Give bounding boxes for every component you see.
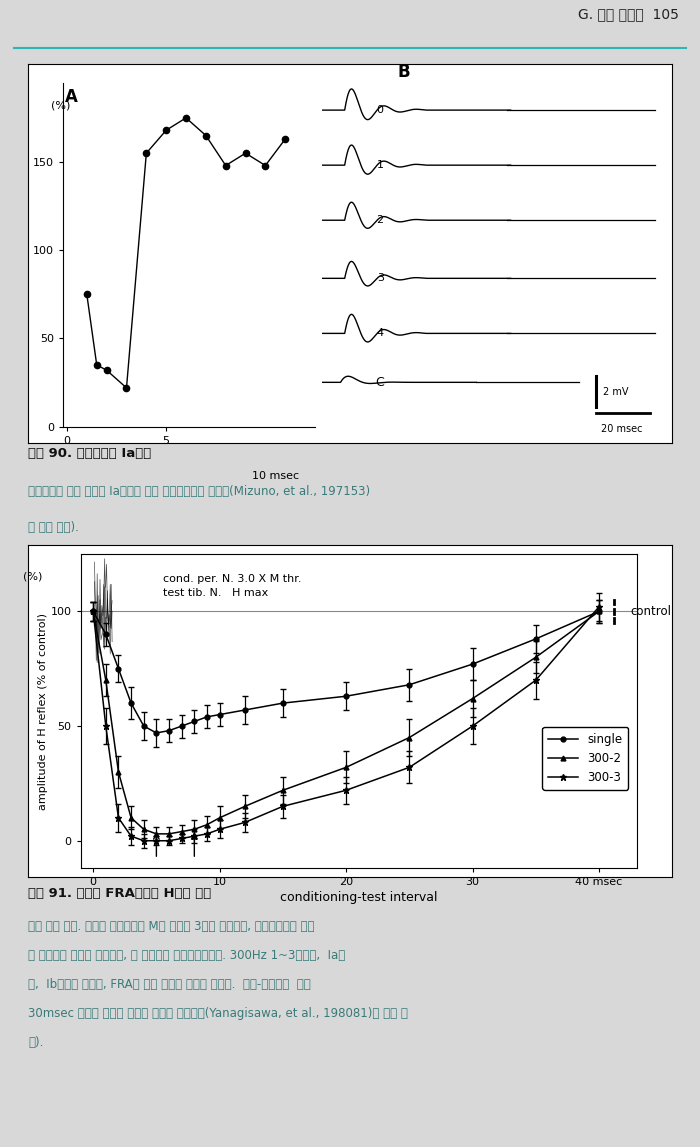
Text: (%): (%) [51,100,71,110]
Text: cond. per. N. 3.0 X M thr.: cond. per. N. 3.0 X M thr. [162,574,301,584]
Y-axis label: amplitude of H reflex (% of control): amplitude of H reflex (% of control) [38,612,48,810]
Text: (%): (%) [23,572,43,582]
Text: 30msec 이후의 회복과 촉진은 발관절 운동효과(Yanagisawa, et al., 198081)에 의해 인: 30msec 이후의 회복과 촉진은 발관절 운동효과(Yanagisawa, … [28,1007,408,1020]
Text: 20 msec: 20 msec [601,423,643,434]
Text: 0: 0 [377,106,384,115]
Text: C: C [375,376,384,389]
Text: G. 유발 근전도  105: G. 유발 근전도 105 [578,7,679,21]
Text: 척수 횡단 상태. 이용한 조건자극은 M파 역치의 3배의 강도에서, 정상인에서는 불쾌: 척수 횡단 상태. 이용한 조건자극은 M파 역치의 3배의 강도에서, 정상인… [28,920,314,934]
X-axis label: conditioning-test interval: conditioning-test interval [280,891,438,905]
Text: 에 의해 인용).: 에 의해 인용). [28,521,79,535]
Text: 3: 3 [377,273,384,283]
Text: 용).: 용). [28,1036,43,1048]
Text: 한 무지근한 아픔이 생각되나, 이 피검자는 무감각상태였다. 300Hz 1~3발에서,  Ⅰa억: 한 무지근한 아픔이 생각되나, 이 피검자는 무감각상태였다. 300Hz 1… [28,949,345,962]
Legend: single, 300-2, 300-3: single, 300-2, 300-3 [542,727,629,789]
Text: 그림 91. 사람의 FRA자극의 H반사 영향: 그림 91. 사람의 FRA자극의 H반사 영향 [28,888,211,900]
Text: 4: 4 [377,328,384,338]
Text: 그림 90. 뇌성마비의 Ⅰa억제: 그림 90. 뇌성마비의 Ⅰa억제 [28,446,151,460]
Text: 10 msec: 10 msec [252,470,299,481]
Text: control: control [631,604,672,618]
Text: B: B [398,63,410,80]
Text: 정상에서는 없는 분명한 Ⅰa억제가 짧은 잠복시간에서 보인다(Mizuno, et al., 197153): 정상에서는 없는 분명한 Ⅰa억제가 짧은 잠복시간에서 보인다(Mizuno,… [28,485,370,498]
Text: A: A [65,88,78,106]
Text: 2: 2 [377,216,384,225]
Text: test tib. N.   H max: test tib. N. H max [162,587,268,598]
Text: 2 mV: 2 mV [603,387,629,397]
Text: 제,  Ⅰb촉진에 이어서, FRA에 의한 분명한 억제를 만든다.  조건-시험자극  간격: 제, Ⅰb촉진에 이어서, FRA에 의한 분명한 억제를 만든다. 조건-시험… [28,978,311,991]
Text: 1: 1 [377,161,384,170]
